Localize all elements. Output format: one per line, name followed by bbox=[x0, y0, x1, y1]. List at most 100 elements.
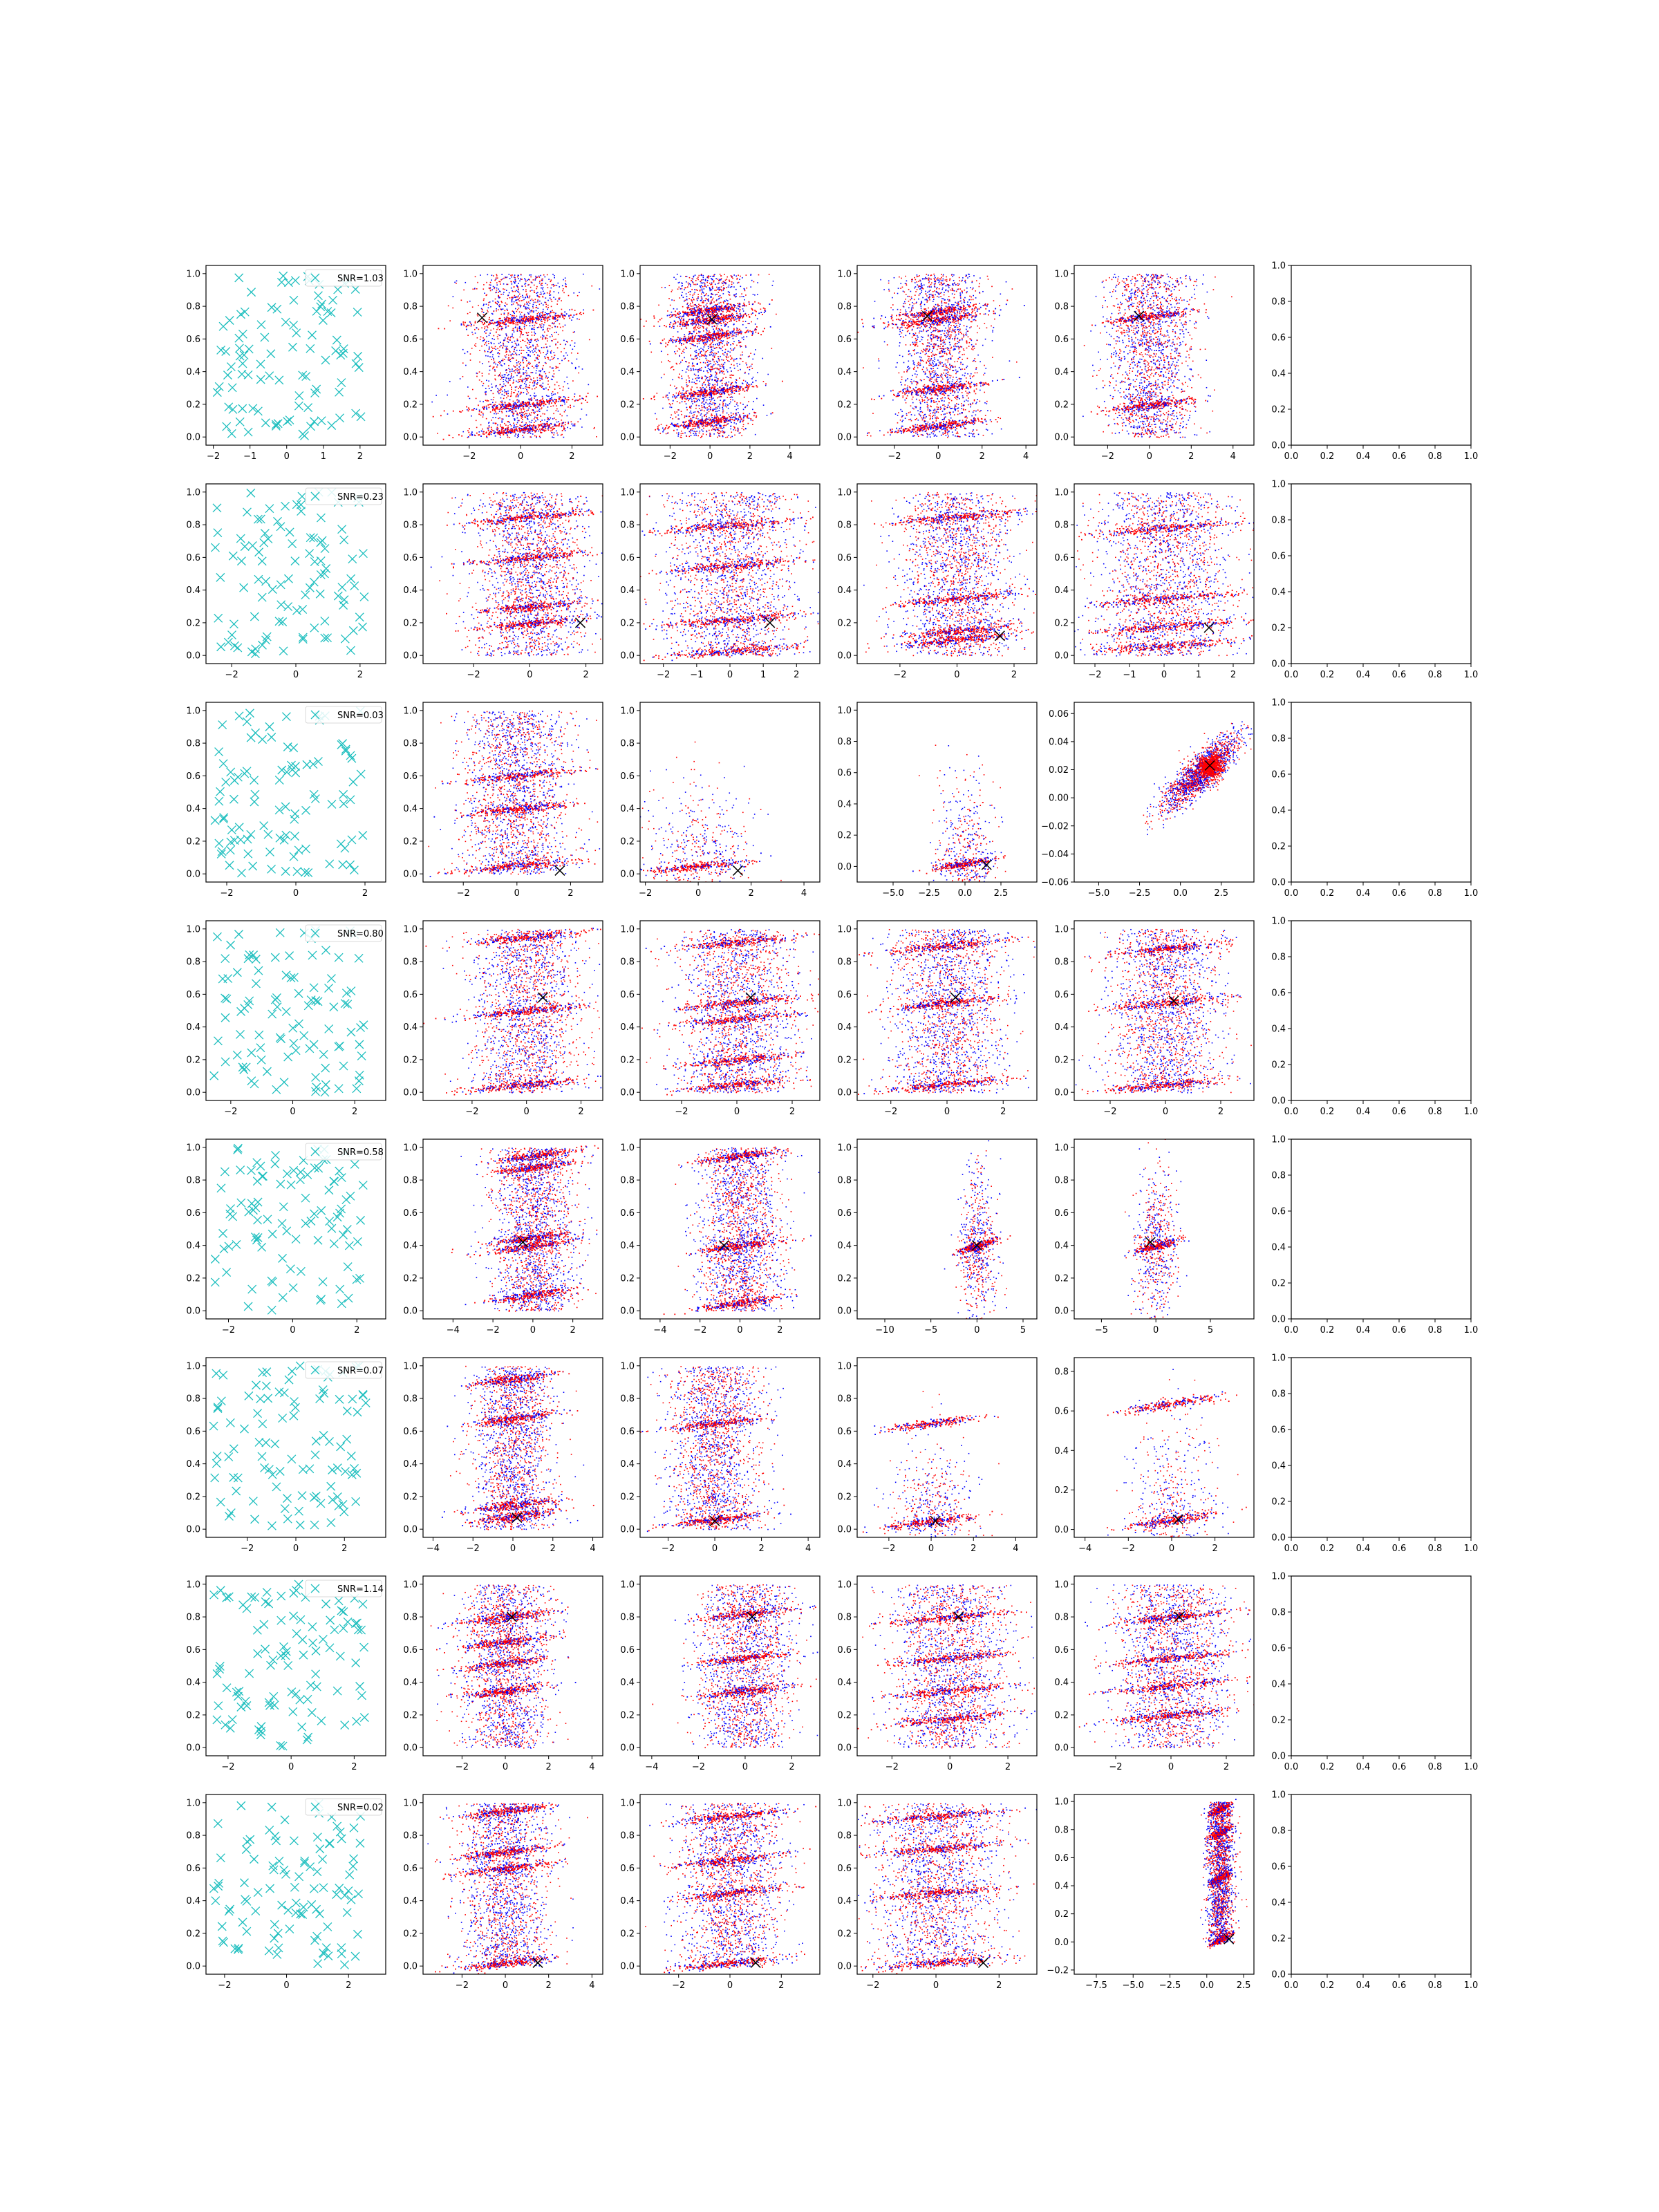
data-point bbox=[238, 359, 247, 368]
scatter-dots bbox=[1082, 274, 1232, 438]
x-tick-label: 0 bbox=[695, 888, 701, 899]
data-point bbox=[219, 1229, 227, 1237]
x-tick-label: 0.8 bbox=[1428, 451, 1443, 462]
y-tick-label: 0.6 bbox=[403, 553, 418, 563]
x-tick-label: 4 bbox=[801, 888, 807, 899]
data-point bbox=[307, 422, 315, 431]
x-tick-label: 0.6 bbox=[1392, 451, 1407, 462]
x-tick-label: 0.2 bbox=[1320, 1980, 1335, 1991]
y-tick-label: 0.4 bbox=[1271, 806, 1286, 816]
y-tick-label: 0.8 bbox=[1271, 953, 1286, 963]
axes-frame bbox=[423, 265, 603, 445]
data-point bbox=[325, 1186, 333, 1194]
panel-r2-c2: −2 0 20.00.20.40.60.81.0 bbox=[403, 484, 629, 680]
data-point bbox=[213, 504, 221, 512]
x-tick-label: 0.0 bbox=[1173, 888, 1188, 899]
data-point bbox=[294, 1020, 303, 1028]
x-tick-label: 2 bbox=[789, 1762, 794, 1772]
data-point bbox=[336, 1042, 344, 1050]
data-point bbox=[296, 1362, 304, 1370]
data-point bbox=[349, 778, 357, 786]
y-tick-label: 0.0 bbox=[837, 1743, 852, 1754]
data-point bbox=[211, 816, 219, 825]
data-point bbox=[258, 1172, 266, 1181]
data-point bbox=[336, 1285, 344, 1293]
panel-marks bbox=[1107, 1369, 1247, 1651]
y-tick-label: −0.2 bbox=[1047, 1965, 1069, 1976]
panel-r2-c4: −2 0 20.00.20.40.60.81.0 bbox=[837, 484, 1052, 680]
data-point bbox=[226, 1418, 234, 1427]
data-point bbox=[236, 310, 245, 319]
data-point bbox=[229, 1473, 238, 1481]
data-point bbox=[261, 419, 270, 427]
data-point bbox=[265, 1947, 273, 1955]
data-point bbox=[243, 508, 251, 516]
y-tick-label: 0.8 bbox=[1271, 1608, 1286, 1618]
data-point bbox=[313, 1833, 321, 1841]
data-point bbox=[277, 1035, 285, 1043]
y-tick-label: 0.8 bbox=[1054, 302, 1069, 312]
data-point bbox=[225, 317, 234, 325]
y-tick-label: 0.2 bbox=[186, 1710, 200, 1721]
data-point bbox=[355, 613, 364, 621]
data-point bbox=[256, 1162, 265, 1170]
y-tick-label: 0.8 bbox=[403, 1831, 418, 1841]
scatter-dots bbox=[619, 492, 858, 661]
data-point bbox=[308, 1708, 316, 1716]
y-tick-label: 0.6 bbox=[186, 990, 200, 1000]
data-point bbox=[247, 288, 256, 297]
data-point bbox=[314, 1236, 322, 1244]
centroid-marker bbox=[978, 1958, 988, 1967]
data-point bbox=[321, 1064, 330, 1072]
data-point bbox=[333, 1213, 341, 1221]
x-tick-label: −4 bbox=[447, 1325, 460, 1335]
data-point bbox=[214, 529, 222, 537]
x-tick-label: 1.0 bbox=[1464, 888, 1479, 899]
y-tick-label: 0.8 bbox=[186, 957, 200, 968]
x-tick-label: 0 bbox=[947, 1762, 953, 1772]
data-point bbox=[312, 1647, 320, 1655]
panel-r5-c5: −5 0 50.00.20.40.60.81.0 bbox=[1054, 1116, 1254, 1370]
data-point bbox=[237, 1199, 245, 1207]
x-tick-label: 1.0 bbox=[1464, 1325, 1479, 1335]
data-point bbox=[244, 428, 252, 436]
data-point bbox=[310, 558, 319, 566]
data-point bbox=[216, 787, 225, 796]
y-tick-label: 0.6 bbox=[403, 990, 418, 1000]
data-point bbox=[241, 308, 249, 316]
y-tick-label: 0.0 bbox=[403, 1525, 418, 1535]
data-point bbox=[352, 1497, 360, 1506]
axes-frame bbox=[423, 1358, 603, 1537]
y-tick-label: 0.06 bbox=[1049, 709, 1069, 720]
y-tick-label: 0.6 bbox=[620, 1645, 635, 1656]
data-point bbox=[256, 1395, 265, 1403]
data-point bbox=[221, 1721, 229, 1729]
x-tick-label: 2 bbox=[354, 1325, 359, 1335]
x-tick-label: −1 bbox=[690, 670, 703, 680]
y-tick-label: 0.6 bbox=[403, 335, 418, 345]
y-tick-label: 0.6 bbox=[403, 1645, 418, 1656]
x-tick-label: 2 bbox=[980, 451, 985, 462]
panel-marks bbox=[1200, 1799, 1248, 1949]
data-point bbox=[353, 1237, 362, 1246]
data-point bbox=[306, 344, 315, 353]
data-point bbox=[312, 1492, 320, 1500]
y-tick-label: 0.4 bbox=[837, 1896, 852, 1906]
y-tick-label: 0.4 bbox=[837, 1241, 852, 1251]
data-point bbox=[209, 1884, 218, 1893]
data-point bbox=[292, 329, 301, 337]
panel-marks bbox=[427, 1802, 588, 1974]
data-point bbox=[252, 1907, 260, 1915]
y-tick-label: 0.6 bbox=[1271, 552, 1286, 562]
data-point bbox=[278, 1901, 286, 1909]
y-tick-label: 0.2 bbox=[837, 1492, 852, 1502]
data-point bbox=[337, 379, 346, 387]
panel-marks bbox=[210, 1580, 369, 1750]
x-tick-label: 0.6 bbox=[1392, 1544, 1407, 1554]
data-point bbox=[298, 1492, 306, 1500]
data-point bbox=[254, 1649, 262, 1658]
data-point bbox=[333, 1492, 341, 1501]
data-point bbox=[236, 1166, 245, 1174]
data-point bbox=[283, 742, 292, 751]
data-point bbox=[290, 1883, 299, 1891]
